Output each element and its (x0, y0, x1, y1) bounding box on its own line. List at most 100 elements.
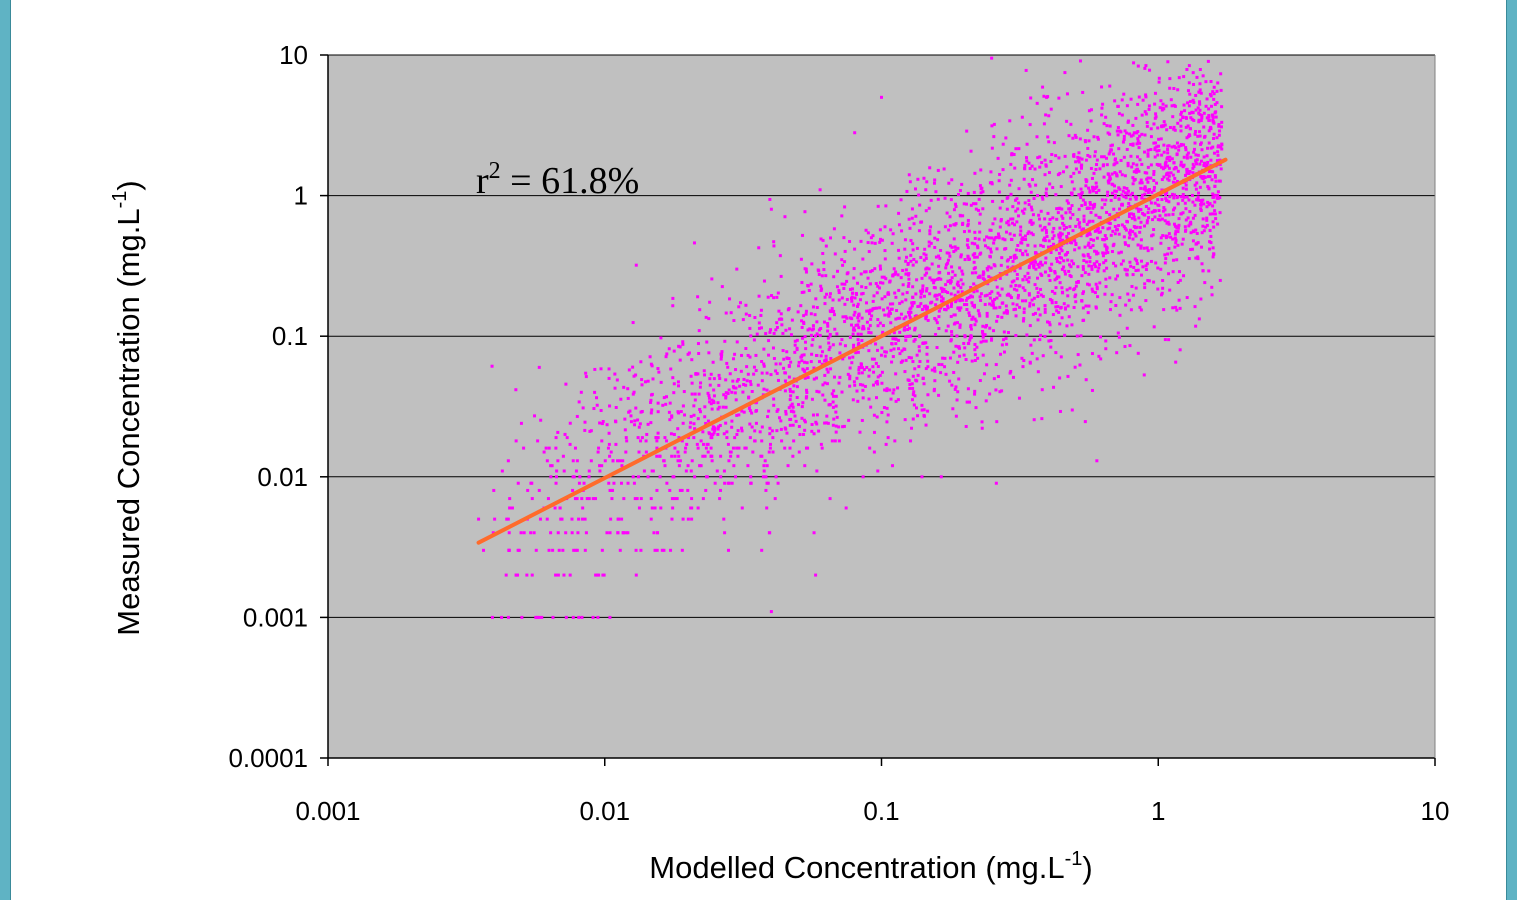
scatter-point (1096, 295, 1100, 299)
scatter-point (1150, 210, 1154, 214)
scatter-point (1168, 195, 1172, 199)
scatter-point (677, 384, 681, 388)
y-tick-label: 10 (279, 40, 308, 70)
scatter-point (734, 368, 738, 372)
scatter-point (830, 439, 834, 443)
scatter-point (905, 255, 909, 259)
scatter-point (1152, 280, 1156, 284)
scatter-point (859, 239, 863, 243)
scatter-point (970, 359, 974, 363)
scatter-point (922, 294, 926, 298)
scatter-point (975, 345, 979, 349)
scatter-point (766, 295, 770, 299)
scatter-point (1139, 273, 1143, 277)
scatter-point (1080, 228, 1084, 232)
scatter-point (1023, 207, 1027, 211)
scatter-point (1216, 81, 1220, 85)
scatter-point (875, 306, 879, 310)
scatter-point (1028, 123, 1032, 127)
scatter-point (735, 446, 739, 450)
scatter-point (1064, 225, 1068, 229)
scatter-point (873, 241, 877, 245)
scatter-point (757, 294, 761, 298)
scatter-point (1211, 195, 1215, 199)
scatter-point (1076, 280, 1080, 284)
scatter-point (806, 284, 810, 288)
scatter-point (1097, 188, 1101, 192)
scatter-point (1164, 197, 1168, 201)
scatter-point (1045, 194, 1049, 198)
y-tick-label: 0.01 (257, 462, 308, 492)
scatter-point (1073, 133, 1077, 137)
scatter-point (1182, 155, 1186, 159)
scatter-point (669, 548, 673, 552)
scatter-point (678, 345, 682, 349)
scatter-point (639, 360, 643, 364)
scatter-point (1041, 354, 1045, 358)
scatter-point (892, 331, 896, 335)
scatter-point (1038, 338, 1042, 342)
scatter-point (775, 409, 779, 413)
scatter-point (1202, 229, 1206, 233)
scatter-point (945, 211, 949, 215)
scatter-point (1104, 347, 1108, 351)
scatter-point (530, 573, 534, 577)
scatter-point (1137, 95, 1141, 99)
scatter-point (653, 506, 657, 510)
scatter-point (664, 355, 668, 359)
scatter-point (1133, 195, 1137, 199)
scatter-point (587, 469, 591, 473)
scatter-point (558, 506, 562, 510)
scatter-point (692, 413, 696, 417)
scatter-point (1045, 320, 1049, 324)
scatter-point (1201, 269, 1205, 273)
scatter-point (1039, 243, 1043, 247)
scatter-point (1199, 142, 1203, 146)
scatter-point (882, 406, 886, 410)
scatter-point (1036, 156, 1040, 160)
scatter-point (1143, 286, 1147, 290)
scatter-point (949, 292, 953, 296)
scatter-point (678, 358, 682, 362)
scatter-point (706, 450, 710, 454)
scatter-point (1195, 162, 1199, 166)
scatter-point (869, 317, 873, 321)
scatter-point (1077, 160, 1081, 164)
scatter-point (870, 269, 874, 273)
scatter-point (1082, 218, 1086, 222)
scatter-point (1138, 225, 1142, 229)
scatter-point (632, 374, 636, 378)
scatter-point (1214, 115, 1218, 119)
scatter-point (574, 469, 578, 473)
scatter-point (741, 318, 745, 322)
scatter-point (947, 181, 951, 185)
scatter-point (583, 428, 587, 432)
scatter-point (1010, 153, 1014, 157)
scatter-point (1048, 217, 1052, 221)
scatter-point (1095, 260, 1099, 264)
scatter-point (965, 243, 969, 247)
scatter-point (1079, 164, 1083, 168)
scatter-point (967, 257, 971, 261)
scatter-point (810, 328, 814, 332)
scatter-point (1140, 196, 1144, 200)
scatter-point (768, 432, 772, 436)
scatter-point (1167, 338, 1171, 342)
scatter-point (681, 404, 685, 408)
scatter-point (1010, 238, 1014, 242)
scatter-point (754, 353, 758, 357)
scatter-point (671, 376, 675, 380)
scatter-point (901, 359, 905, 363)
scatter-point (850, 317, 854, 321)
scatter-point (920, 276, 924, 280)
scatter-point (958, 189, 962, 193)
scatter-point (1188, 92, 1192, 96)
scatter-point (888, 302, 892, 306)
scatter-point (798, 432, 802, 436)
scatter-point (937, 254, 941, 258)
scatter-point (899, 198, 903, 202)
scatter-point (1120, 193, 1124, 197)
scatter-point (1082, 254, 1086, 258)
scatter-point (1179, 160, 1183, 164)
scatter-point (649, 411, 653, 415)
